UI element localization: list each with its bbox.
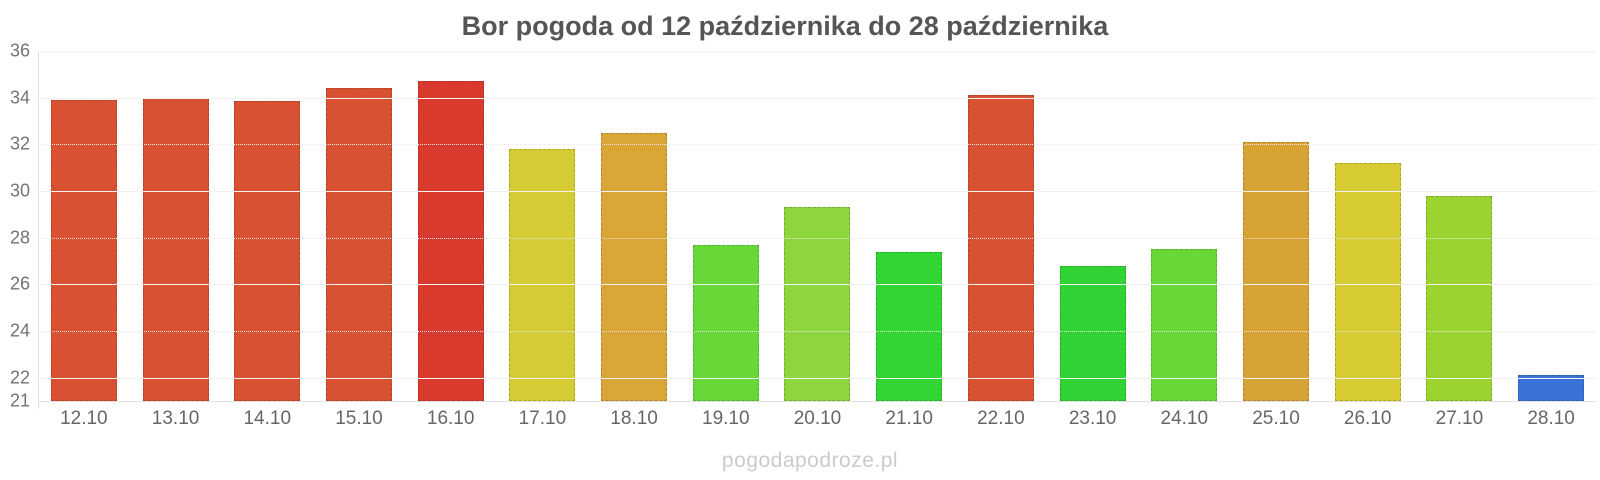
bar-20-10[interactable] bbox=[784, 207, 851, 401]
bar-slot bbox=[313, 51, 405, 401]
bar-19-10[interactable] bbox=[692, 244, 759, 401]
bar-17-10[interactable] bbox=[509, 149, 576, 401]
bar-25-10[interactable] bbox=[1242, 142, 1309, 401]
bar-28-10[interactable] bbox=[1518, 375, 1585, 401]
bar-24-10[interactable] bbox=[1151, 249, 1218, 401]
x-tick-label: 18.10 bbox=[610, 408, 658, 429]
bar-slot bbox=[38, 51, 130, 401]
y-tick-label: 28 bbox=[9, 227, 30, 248]
x-axis-line bbox=[38, 401, 1597, 402]
bar-23-10[interactable] bbox=[1059, 265, 1126, 401]
gridline bbox=[38, 284, 1597, 286]
y-tick-label: 36 bbox=[9, 40, 30, 61]
bar-slot bbox=[863, 51, 955, 401]
x-tick-label: 24.10 bbox=[1160, 408, 1209, 429]
bar-26-10[interactable] bbox=[1334, 163, 1401, 401]
bar-slot bbox=[497, 51, 589, 401]
y-tick-label: 32 bbox=[9, 133, 30, 154]
x-tick-label: 25.10 bbox=[1252, 408, 1300, 429]
watermark-text: pogodapodroze.pl bbox=[721, 449, 899, 472]
bar-slot bbox=[221, 51, 313, 401]
bar-14-10[interactable] bbox=[234, 101, 301, 401]
chart-title: Bor pogoda od 12 października do 28 paźd… bbox=[461, 11, 1109, 41]
y-tick-label: 30 bbox=[9, 180, 30, 201]
bar-22-10[interactable] bbox=[967, 95, 1034, 401]
x-tick-label: 28.10 bbox=[1527, 408, 1575, 429]
gridline bbox=[38, 331, 1597, 332]
x-tick-label: 15.10 bbox=[335, 408, 383, 429]
y-tick-label: 22 bbox=[9, 367, 30, 388]
bar-13-10[interactable] bbox=[142, 97, 209, 401]
x-tick-label: 27.10 bbox=[1435, 408, 1484, 429]
x-tick-label: 16.10 bbox=[426, 408, 475, 429]
gridline bbox=[38, 237, 1597, 239]
bar-slot bbox=[1505, 51, 1597, 401]
x-tick-label: 20.10 bbox=[793, 408, 842, 429]
bar-27-10[interactable] bbox=[1426, 195, 1493, 401]
y-tick-label: 24 bbox=[9, 320, 30, 341]
bar-slot bbox=[1047, 51, 1139, 401]
x-tick-label: 22.10 bbox=[977, 408, 1025, 429]
plot-area bbox=[38, 51, 1597, 401]
y-tick-label: 21 bbox=[9, 390, 30, 411]
x-tick-label: 23.10 bbox=[1068, 408, 1117, 429]
y-tick-label: 34 bbox=[9, 87, 30, 108]
bar-12-10[interactable] bbox=[50, 100, 117, 401]
x-tick-label: 21.10 bbox=[885, 408, 933, 429]
x-tick-label: 14.10 bbox=[243, 408, 292, 429]
bar-21-10[interactable] bbox=[876, 251, 943, 401]
bar-slot bbox=[772, 51, 864, 401]
bar-slot bbox=[1414, 51, 1506, 401]
bar-18-10[interactable] bbox=[601, 132, 668, 401]
bar-slot bbox=[588, 51, 680, 401]
x-tick-label: 26.10 bbox=[1343, 408, 1392, 429]
gridline bbox=[38, 97, 1597, 99]
bar-slot bbox=[405, 51, 497, 401]
bar-slot bbox=[130, 51, 222, 401]
bars-row bbox=[38, 51, 1597, 401]
x-tick-label: 13.10 bbox=[151, 408, 200, 429]
x-tick-label: 17.10 bbox=[518, 408, 567, 429]
x-tick-label: 12.10 bbox=[60, 408, 108, 429]
y-axis-line bbox=[38, 51, 39, 409]
gridline bbox=[38, 144, 1597, 146]
x-tick-label: 19.10 bbox=[702, 408, 750, 429]
bar-slot bbox=[680, 51, 772, 401]
y-tick-label: 26 bbox=[9, 273, 30, 294]
x-axis: 12.10 13.10 14.10 15.10 16.10 17.10 18.10 19.10… bbox=[38, 408, 1597, 430]
bar-16-10[interactable] bbox=[417, 81, 484, 401]
gridline bbox=[38, 377, 1597, 379]
bar-slot bbox=[1138, 51, 1230, 401]
bar-slot bbox=[955, 51, 1047, 401]
bar-slot bbox=[1230, 51, 1322, 401]
bar-15-10[interactable] bbox=[325, 88, 392, 401]
bar-slot bbox=[1322, 51, 1414, 401]
gridline bbox=[38, 51, 1597, 52]
gridline bbox=[38, 191, 1597, 192]
y-axis: 36 34 32 30 28 26 24 22 21 bbox=[0, 41, 32, 411]
